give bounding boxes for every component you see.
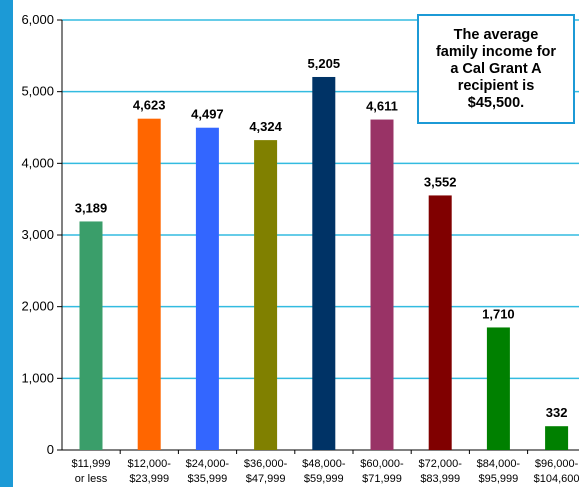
callout-line-4: recipient is <box>457 77 535 94</box>
bar <box>195 127 219 450</box>
callout-line-5: $45,500. <box>467 94 525 111</box>
y-tick-label: 4,000 <box>21 155 54 170</box>
x-tick-label: $11,999 <box>72 458 111 470</box>
y-tick-label: 3,000 <box>21 227 54 242</box>
bar <box>428 195 452 450</box>
x-tick-label: $104,600 <box>534 473 579 485</box>
bar <box>312 76 336 450</box>
x-tick-label: $12,000- <box>127 458 171 470</box>
x-tick-label: $23,999 <box>129 473 169 485</box>
callout-line-2: family income for <box>435 43 557 60</box>
data-label: 4,497 <box>191 107 224 122</box>
x-tick-label: $24,000- <box>186 458 230 470</box>
bar <box>545 426 569 450</box>
bar <box>486 327 510 450</box>
x-tick-label: $47,999 <box>246 473 286 485</box>
average-income-callout: The average family income for a Cal Gran… <box>417 14 575 124</box>
callout-line-3: a Cal Grant A <box>450 60 542 77</box>
y-tick-label: 2,000 <box>21 299 54 314</box>
data-label: 5,205 <box>308 56 341 71</box>
x-tick-label: $35,999 <box>188 473 228 485</box>
y-tick-label: 6,000 <box>21 12 54 27</box>
x-tick-label: $48,000- <box>302 458 346 470</box>
data-label: 3,552 <box>424 174 457 189</box>
x-tick-label: $83,999 <box>420 473 460 485</box>
left-accent-strip <box>0 0 13 487</box>
data-label: 332 <box>546 405 568 420</box>
y-tick-label: 1,000 <box>21 370 54 385</box>
x-tick-label: $60,000- <box>360 458 404 470</box>
x-tick-label: $72,000- <box>418 458 462 470</box>
data-label: 4,324 <box>249 119 282 134</box>
x-tick-label: or less <box>75 473 108 485</box>
x-tick-label: $95,999 <box>479 473 519 485</box>
y-tick-label: 5,000 <box>21 84 54 99</box>
x-tick-label: $59,999 <box>304 473 344 485</box>
callout-line-1: The average <box>453 26 539 43</box>
x-tick-label: $96,000- <box>535 458 579 470</box>
bar <box>79 221 103 450</box>
x-tick-label: $71,999 <box>362 473 402 485</box>
bar <box>137 118 161 450</box>
x-tick-label: $84,000- <box>477 458 521 470</box>
data-label: 3,189 <box>75 200 108 215</box>
y-tick-label: 0 <box>47 442 54 457</box>
bar <box>254 140 278 450</box>
data-label: 4,623 <box>133 98 166 113</box>
data-label: 4,611 <box>366 99 398 114</box>
bar <box>370 119 394 451</box>
x-tick-label: $36,000- <box>244 458 288 470</box>
data-label: 1,710 <box>482 306 515 321</box>
